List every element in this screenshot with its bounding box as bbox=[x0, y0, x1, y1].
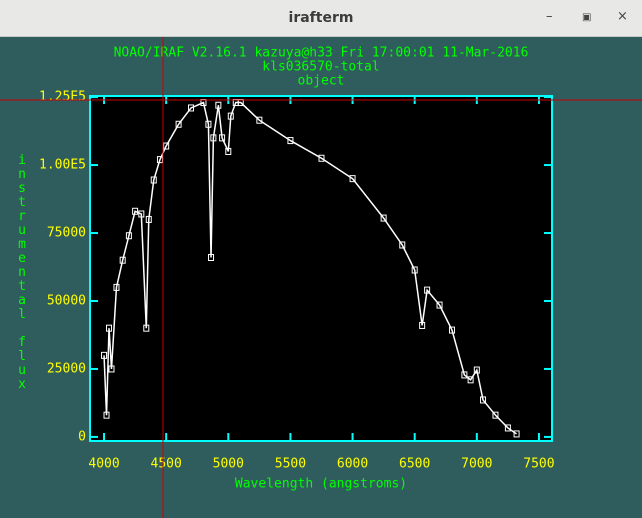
x-tick-label: 4500 bbox=[151, 457, 182, 472]
data-point bbox=[101, 351, 108, 359]
data-point bbox=[467, 376, 474, 384]
data-point bbox=[163, 142, 170, 150]
data-point bbox=[150, 176, 157, 184]
data-point bbox=[287, 137, 294, 145]
data-point bbox=[175, 120, 182, 128]
data-point bbox=[227, 112, 234, 120]
data-point bbox=[132, 207, 139, 215]
x-tick-label: 7500 bbox=[523, 457, 554, 472]
chart-subtitle: kls036570-total bbox=[262, 60, 379, 75]
data-point bbox=[119, 256, 126, 264]
x-tick-label: 5000 bbox=[213, 457, 244, 472]
y-tick-label: 50000 bbox=[47, 293, 86, 308]
data-point bbox=[492, 411, 499, 419]
y-tick-label: 1.25E5 bbox=[39, 90, 86, 105]
data-point bbox=[188, 104, 195, 112]
y-tick-label: 1.00E5 bbox=[39, 158, 86, 173]
data-point bbox=[461, 371, 468, 379]
chart-title: NOAO/IRAF V2.16.1 kazuya@h33 Fri 17:00:0… bbox=[114, 46, 529, 61]
title-bar: irafterm – ▣ × bbox=[0, 0, 642, 37]
minimize-button[interactable]: – bbox=[546, 9, 553, 24]
data-point bbox=[448, 326, 455, 334]
data-point bbox=[256, 116, 263, 124]
data-point bbox=[219, 134, 226, 142]
data-point bbox=[156, 156, 163, 164]
y-tick-label: 0 bbox=[78, 429, 86, 444]
window-title: irafterm bbox=[288, 10, 354, 26]
x-axis-label: Wavelength (angstroms) bbox=[235, 477, 407, 492]
data-point bbox=[108, 365, 115, 373]
maximize-button[interactable]: ▣ bbox=[582, 12, 592, 23]
data-point bbox=[419, 321, 426, 329]
plot-frame bbox=[89, 95, 553, 442]
x-tick-label: 4000 bbox=[88, 457, 119, 472]
x-tick-label: 7000 bbox=[461, 457, 492, 472]
close-button[interactable]: × bbox=[617, 9, 628, 24]
data-point bbox=[125, 232, 132, 240]
spectrum-line bbox=[103, 101, 518, 435]
x-tick-label: 6000 bbox=[337, 457, 368, 472]
y-tick-label: 75000 bbox=[47, 226, 86, 241]
data-point bbox=[436, 301, 443, 309]
data-point bbox=[318, 154, 325, 162]
chart: NOAO/IRAF V2.16.1 kazuya@h33 Fri 17:00:0… bbox=[0, 37, 642, 518]
data-point bbox=[113, 283, 120, 291]
data-point bbox=[480, 396, 487, 404]
data-point bbox=[380, 214, 387, 222]
data-point bbox=[225, 147, 232, 155]
x-tick-label: 5500 bbox=[275, 457, 306, 472]
chart-subtitle: object bbox=[298, 74, 345, 89]
data-point bbox=[349, 175, 356, 183]
data-point bbox=[145, 215, 152, 223]
data-point bbox=[513, 430, 520, 438]
x-tick-label: 6500 bbox=[399, 457, 430, 472]
data-point bbox=[473, 366, 480, 374]
data-point bbox=[138, 210, 145, 218]
data-point bbox=[424, 286, 431, 294]
data-point bbox=[399, 241, 406, 249]
y-tick-label: 25000 bbox=[47, 361, 86, 376]
data-point bbox=[106, 324, 113, 332]
data-point bbox=[143, 324, 150, 332]
data-point bbox=[103, 411, 110, 419]
data-point bbox=[411, 266, 418, 274]
data-point bbox=[215, 101, 222, 109]
data-point bbox=[205, 120, 212, 128]
data-point bbox=[504, 424, 511, 432]
data-point bbox=[210, 134, 217, 142]
data-point bbox=[208, 253, 215, 261]
